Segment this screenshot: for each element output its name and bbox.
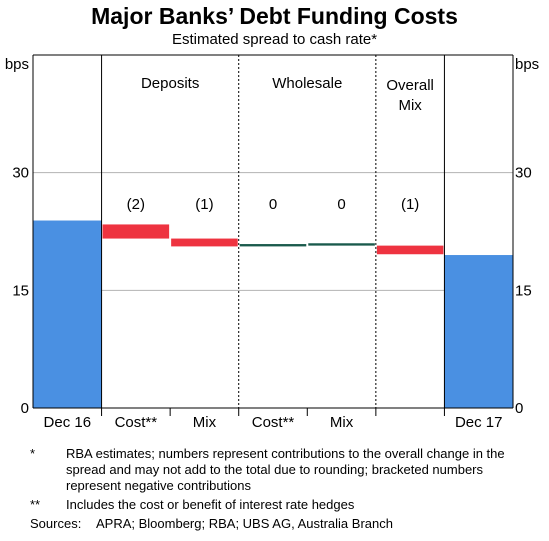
y-axis-unit: bps: [5, 56, 29, 73]
x-category-label: Dec 17: [455, 414, 503, 431]
bar-mix: [171, 238, 238, 247]
group-label-deposits: Deposits: [141, 75, 199, 92]
sources-label: Sources:: [30, 516, 82, 531]
bar-cost: [239, 244, 307, 247]
data-label: (1): [401, 196, 419, 213]
footnote-1: * RBA estimates; numbers represent contr…: [30, 446, 540, 494]
group-label-overall: Overall: [386, 77, 434, 94]
bar-dec-16: [33, 220, 102, 408]
y-tick-label: 0: [21, 400, 29, 417]
footnote-mark: **: [30, 497, 41, 512]
chart-title: Major Banks’ Debt Funding Costs: [91, 3, 458, 29]
y-tick-label: 30: [515, 165, 532, 182]
chart-notes: * RBA estimates; numbers represent contr…: [30, 446, 540, 532]
data-label: 0: [337, 196, 345, 213]
group-label-overall: Mix: [398, 97, 422, 114]
bar-mix: [308, 243, 375, 246]
data-label: (1): [195, 196, 213, 213]
y-tick-label: 0: [515, 400, 523, 417]
x-category-label: Mix: [330, 414, 354, 431]
bar-overall-mix: [376, 245, 444, 255]
sources-text: APRA; Bloomberg; RBA; UBS AG, Australia …: [96, 516, 393, 531]
x-category-label: Mix: [193, 414, 217, 431]
y-tick-label: 30: [12, 165, 29, 182]
y-tick-label: 15: [12, 282, 29, 299]
bar-dec-17: [444, 255, 513, 408]
waterfall-chart: (2) (1) 0 0 (1) bps bps 0 0 15 15 30 30 Deposits Whole…: [5, 54, 539, 431]
x-category-label: Cost**: [115, 414, 158, 431]
x-category-label: Dec 16: [44, 414, 92, 431]
footnote-text: RBA estimates; numbers represent contrib…: [66, 446, 505, 493]
data-label: 0: [269, 196, 277, 213]
sources-line: Sources: APRA; Bloomberg; RBA; UBS AG, A…: [30, 516, 540, 532]
y-axis-unit: bps: [515, 56, 539, 73]
chart-subtitle: Estimated spread to cash rate*: [171, 31, 378, 48]
y-tick-label: 15: [515, 282, 532, 299]
group-label-wholesale: Wholesale: [272, 75, 342, 92]
footnote-mark: *: [30, 446, 36, 461]
x-category-label: Cost**: [252, 414, 295, 431]
footnote-2: ** Includes the cost or benefit of inter…: [30, 497, 540, 513]
data-label: (2): [127, 196, 145, 213]
footnote-text: Includes the cost or benefit of interest…: [66, 497, 355, 512]
bar-cost: [102, 224, 170, 239]
